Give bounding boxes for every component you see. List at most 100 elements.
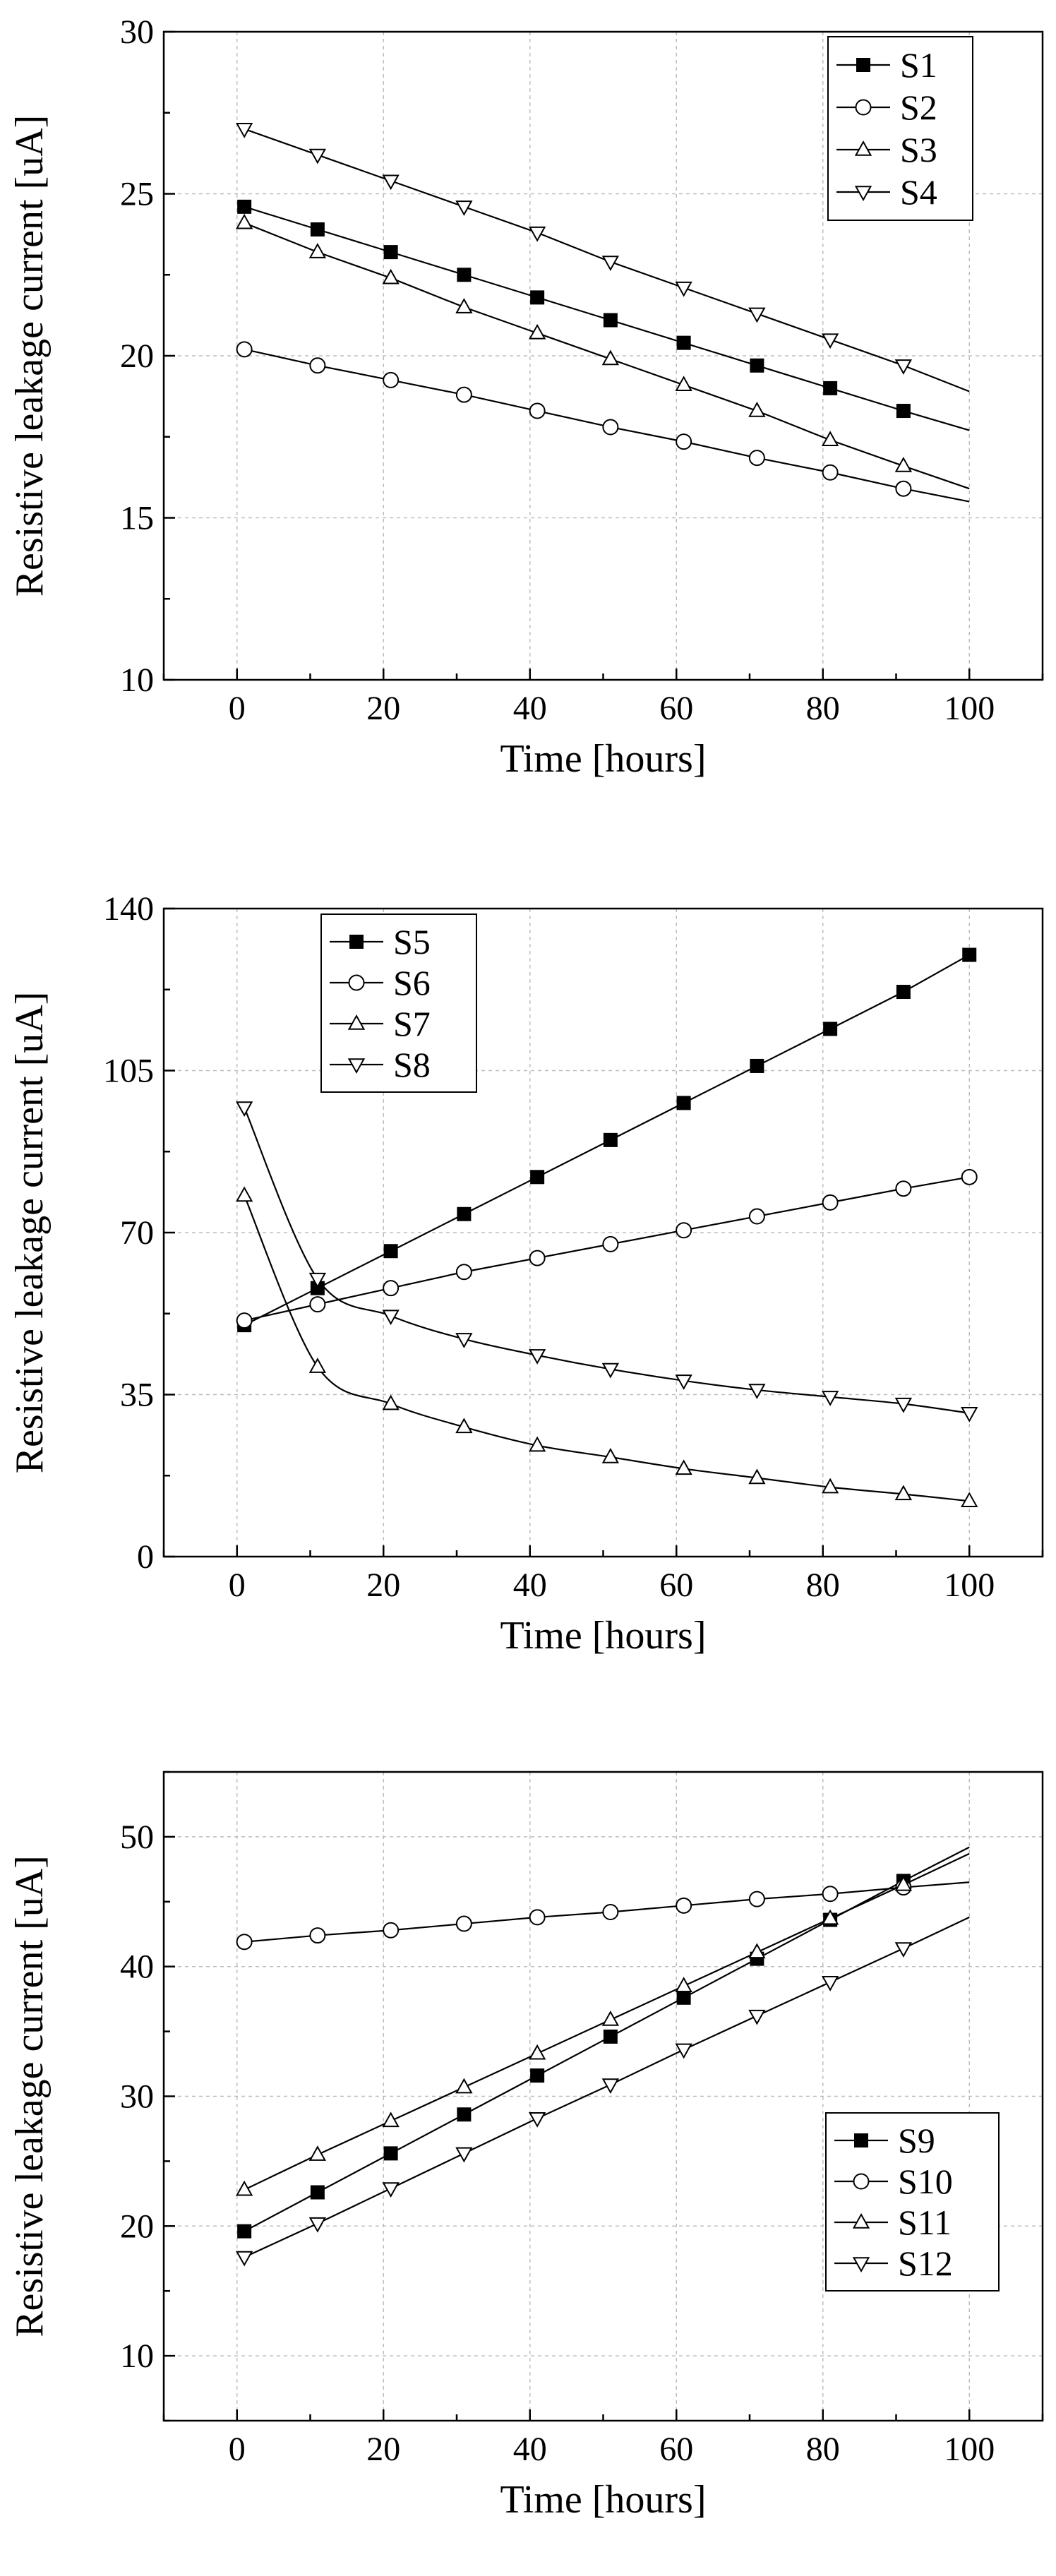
data-point	[528, 1436, 546, 1452]
data-point	[530, 2068, 545, 2083]
data-point	[529, 1909, 546, 1926]
data-point	[676, 1096, 691, 1110]
data-point	[308, 1272, 327, 1288]
data-point	[675, 2043, 692, 2059]
y-tick-label: 30	[120, 2078, 154, 2116]
x-tick-label: 80	[806, 2431, 840, 2468]
data-point	[309, 357, 326, 374]
legend-label: S3	[900, 130, 937, 169]
legend-marker	[348, 974, 365, 991]
legend-entry: S12	[834, 2243, 953, 2283]
x-tick-label: 0	[229, 2431, 246, 2468]
data-point	[894, 1875, 913, 1891]
chart-panel-2: 0 20 40 60 80 100 0 35 70 105 140 Time [hours] Resis…	[8, 890, 1044, 1658]
data-point	[236, 1312, 253, 1329]
data-point	[528, 2112, 546, 2128]
y-tick-label: 50	[120, 1819, 154, 1856]
data-point	[821, 1391, 839, 1406]
data-point	[382, 2111, 400, 2128]
data-point	[457, 1206, 472, 1221]
data-point	[310, 222, 325, 236]
data-point	[603, 313, 618, 328]
x-tick-label: 100	[944, 1566, 995, 1604]
y-tick-label: 20	[120, 337, 154, 375]
data-point	[382, 268, 400, 284]
legend-label: S11	[898, 2203, 952, 2242]
data-point	[601, 2011, 620, 2026]
legend-marker	[852, 2212, 870, 2229]
legend-label: S8	[393, 1045, 431, 1084]
y-axis-label: Resistive leakage current [uA]	[8, 115, 52, 597]
data-point	[896, 985, 911, 1000]
legend-entry: S5	[330, 922, 431, 961]
data-point	[748, 450, 765, 467]
data-point	[528, 2044, 546, 2060]
data-point	[455, 386, 472, 403]
data-point	[748, 307, 766, 323]
data-point	[602, 419, 619, 436]
data-point	[235, 1101, 253, 1118]
data-point	[382, 1310, 400, 1326]
data-point	[675, 1977, 692, 1992]
legend-entry: S9	[834, 2121, 935, 2160]
data-point	[383, 245, 398, 260]
data-point	[821, 1909, 839, 1925]
data-point	[383, 2146, 398, 2161]
data-point	[237, 199, 252, 214]
y-tick-label: 10	[120, 2337, 154, 2375]
x-axis-label: Time [hours]	[500, 737, 707, 781]
data-point	[748, 1943, 766, 1959]
data-point	[675, 281, 692, 297]
x-tick-label: 20	[366, 1566, 400, 1604]
data-point	[528, 1349, 546, 1365]
data-point	[455, 1418, 473, 1434]
data-point	[748, 1891, 765, 1907]
data-point	[308, 243, 327, 258]
data-point	[895, 480, 912, 497]
legend-label: S9	[898, 2121, 935, 2160]
data-point	[455, 1264, 472, 1281]
data-point	[675, 376, 692, 392]
data-point	[822, 464, 839, 481]
data-point	[676, 1897, 692, 1914]
data-point	[455, 298, 473, 313]
data-point	[602, 1904, 619, 1921]
data-point	[308, 2145, 327, 2161]
data-point	[382, 1394, 400, 1410]
data-point	[382, 174, 400, 191]
data-point	[309, 1927, 326, 1944]
legend-label: S6	[393, 963, 431, 1002]
data-point	[383, 1280, 400, 1297]
y-tick-label: 140	[103, 890, 154, 928]
data-point	[961, 1407, 978, 1422]
data-point	[602, 1235, 619, 1252]
y-tick-label: 30	[120, 13, 154, 51]
legend-box	[827, 36, 973, 221]
data-point	[821, 431, 839, 447]
legend-entry: S2	[836, 88, 937, 127]
legend-label: S12	[898, 2243, 953, 2283]
series-S8	[235, 1101, 978, 1422]
data-point	[601, 1362, 620, 1379]
data-point	[676, 433, 692, 450]
y-tick-label: 40	[120, 1948, 154, 1986]
data-point	[457, 2107, 472, 2122]
data-point	[236, 1934, 253, 1951]
data-point	[748, 401, 766, 417]
y-tick-label: 10	[120, 661, 154, 699]
legend-marker	[347, 1058, 366, 1074]
data-point	[528, 323, 546, 340]
x-tick-label: 0	[229, 1566, 246, 1604]
grid	[164, 1772, 1043, 2421]
data-point	[676, 335, 691, 350]
data-point	[821, 1976, 839, 1991]
data-point	[383, 1922, 400, 1939]
legend-marker	[855, 99, 872, 116]
chart-panel-1: 0 20 40 60 80 100 10 15 20 25 30 Time [hours] Resist…	[8, 13, 1044, 781]
series-S11	[235, 1852, 970, 2196]
legend-entry: S11	[834, 2203, 952, 2242]
data-point	[821, 1478, 839, 1494]
data-point	[601, 1447, 620, 1463]
legend-entry: S6	[330, 963, 431, 1002]
